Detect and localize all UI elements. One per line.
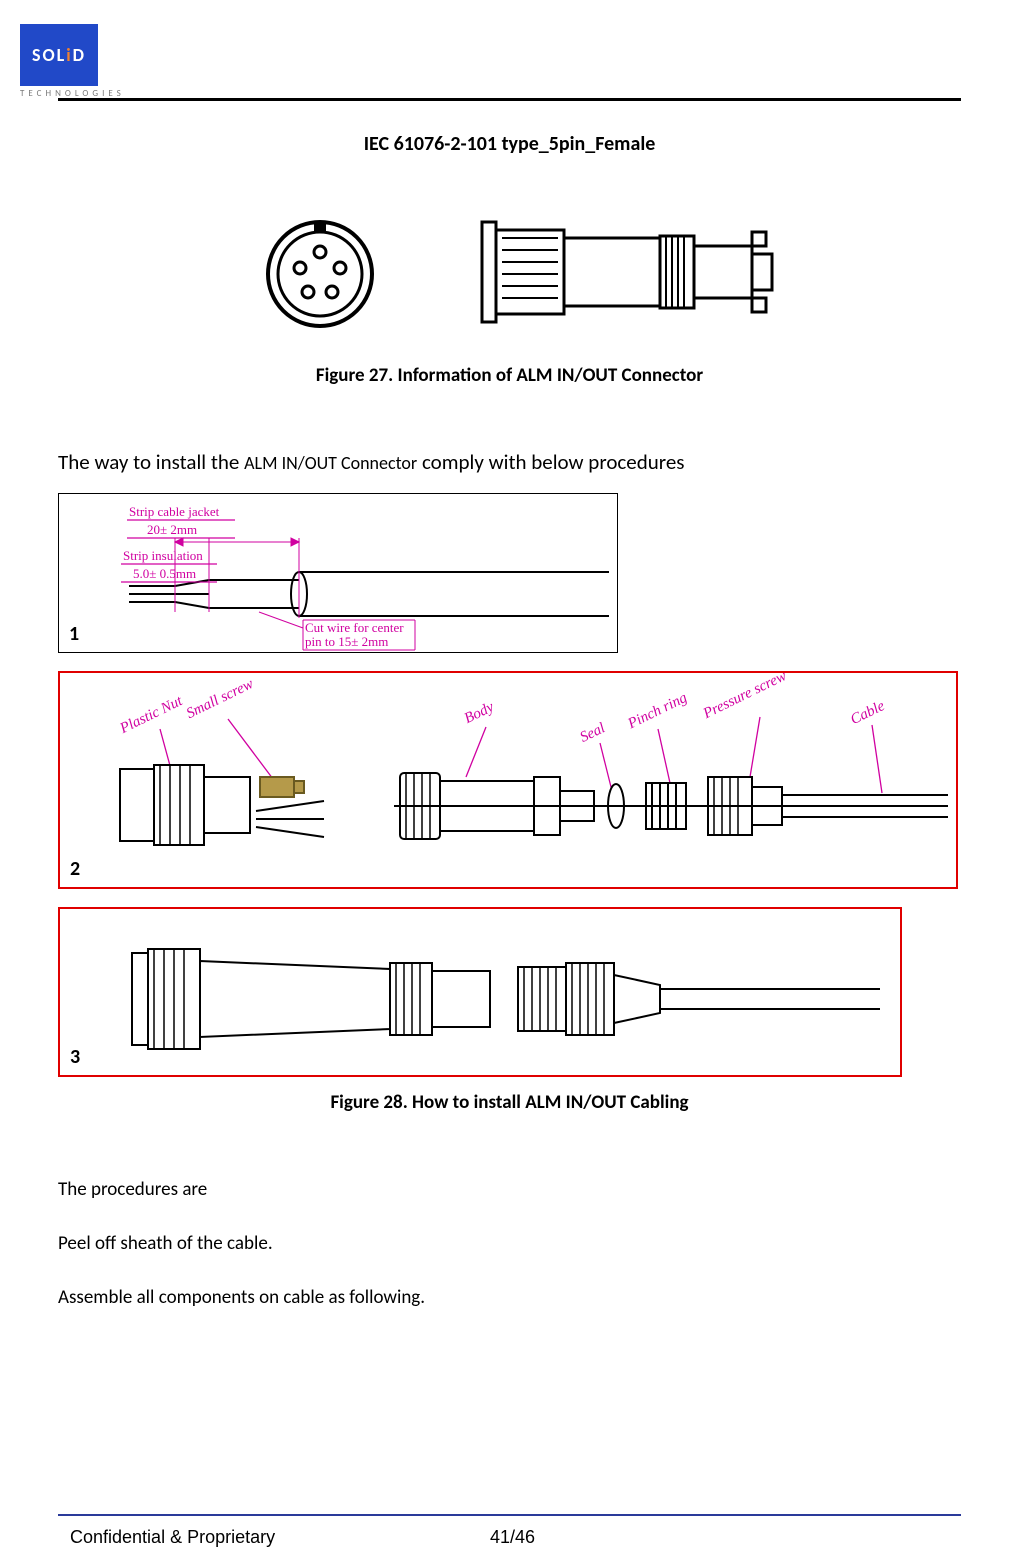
step-1-number: 1 (69, 622, 79, 646)
logo-box: SOLiD (20, 24, 98, 86)
procedure-step-1: Peel off sheath of the cable. (58, 1226, 961, 1262)
intro-connector-name: ALM IN/OUT Connector (244, 452, 417, 474)
step-3-number: 3 (70, 1045, 80, 1069)
figure-27-caption: Figure 27. Information of ALM IN/OUT Con… (58, 364, 961, 387)
label-strip-insul: Strip insulation (123, 548, 203, 563)
connector-side-icon (480, 202, 780, 342)
step-3-panel: 3 (58, 907, 902, 1077)
step-1-panel: Strip cable jacket 20± 2mm Strip insulat… (58, 493, 618, 653)
footer-page: 41/46 (490, 1527, 535, 1548)
intro-text: The way to install the ALM IN/OUT Connec… (58, 449, 961, 475)
procedures-block: The procedures are Peel off sheath of th… (58, 1172, 961, 1316)
footer: Confidential & Proprietary 41/46 (70, 1527, 961, 1548)
intro-after: comply with below procedures (417, 449, 684, 475)
figure-28-caption: Figure 28. How to install ALM IN/OUT Cab… (58, 1091, 961, 1114)
step-2-number: 2 (70, 857, 80, 881)
label-strip-jacket-len: 20± 2mm (147, 522, 197, 537)
footer-left: Confidential & Proprietary (70, 1527, 275, 1547)
procedures-heading: The procedures are (58, 1172, 961, 1208)
logo-text-2: D (73, 44, 86, 66)
logo-text-1: SOL (32, 44, 66, 66)
label-cut-wire-2: pin to 15± 2mm (305, 634, 388, 649)
intro-before: The way to install the (58, 449, 244, 475)
label-cut-wire-1: Cut wire for center (305, 620, 404, 635)
figure-27-diagram (230, 184, 790, 350)
label-strip-insul-len: 5.0± 0.5mm (133, 566, 196, 581)
label-strip-jacket: Strip cable jacket (129, 504, 220, 519)
step-2-panel: Plastic Nut Small screw Body Seal Pinch … (58, 671, 958, 889)
step-1-diagram: Strip cable jacket 20± 2mm Strip insulat… (59, 494, 619, 654)
connector-face-icon (260, 214, 380, 334)
footer-rule (58, 1514, 961, 1516)
step-3-diagram (60, 909, 904, 1079)
procedure-step-2: Assemble all components on cable as foll… (58, 1280, 961, 1316)
header-rule (58, 98, 961, 101)
figure-27-title: IEC 61076-2-101 type_5pin_Female (58, 132, 961, 156)
logo: SOLiD TECHNOLOGIES (20, 24, 125, 99)
